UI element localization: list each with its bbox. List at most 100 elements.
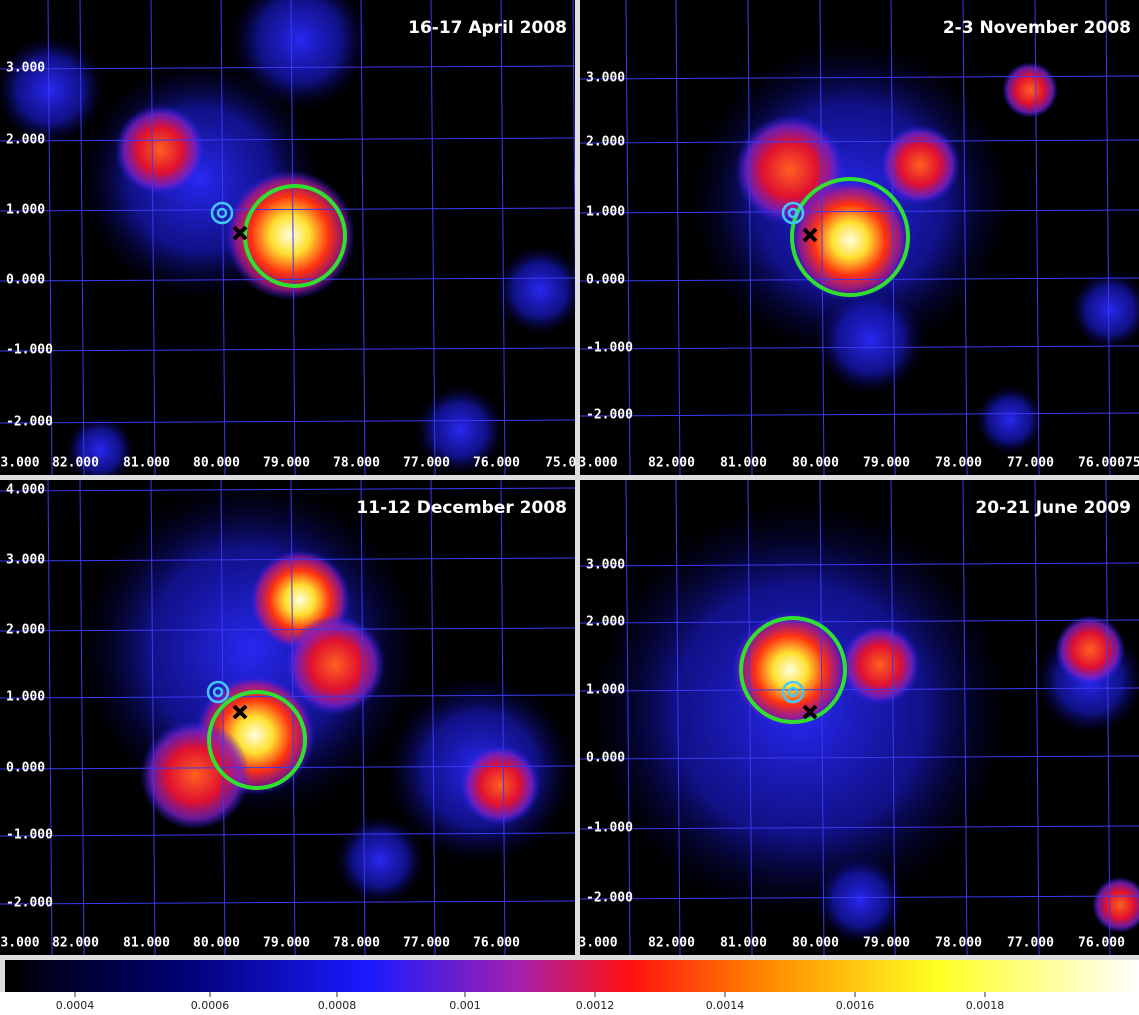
sky-map-panel: 11-12 December 2008 4.000 3.000 2.000 1.000 0… [0, 480, 575, 955]
grid-line [675, 0, 681, 475]
y-tick-label: 1.000 [6, 690, 45, 705]
grid-line [0, 419, 575, 424]
x-tick-label: 75. [1125, 456, 1139, 471]
grid-line [580, 412, 1139, 417]
y-tick-label: 3.000 [6, 61, 45, 76]
y-tick-label: 2.000 [586, 135, 625, 150]
colorbar-axis [0, 992, 1139, 1015]
emission-region [815, 855, 905, 945]
y-tick-label: 1.000 [586, 683, 625, 698]
position-cross [802, 227, 818, 243]
sky-map-panel: 16-17 April 2008 3.000 2.000 1.000 0.000 -1.0… [0, 0, 575, 475]
grid-line [580, 825, 1139, 830]
panel-title: 16-17 April 2008 [408, 18, 567, 38]
grid-line [1105, 480, 1111, 955]
source-marker [781, 680, 805, 704]
grid-line [500, 0, 506, 475]
panel-title: 2-3 November 2008 [943, 18, 1131, 38]
y-tick-label: -2.000 [6, 896, 53, 911]
x-tick-label: 78.000 [935, 936, 982, 951]
emission-region [815, 285, 925, 395]
x-tick-label: 79.000 [263, 456, 310, 471]
grid-line [580, 345, 1139, 350]
grid-line [580, 619, 1139, 624]
emission-region [495, 245, 575, 335]
emission-region [230, 0, 370, 110]
x-tick-label: 80.000 [193, 456, 240, 471]
grid-line [0, 627, 575, 632]
colorbar-label: 0.0012 [576, 999, 615, 1012]
grid-line [500, 480, 506, 955]
grid-line [430, 0, 436, 475]
position-cross [802, 704, 818, 720]
grid-line [0, 65, 575, 70]
grid-line [47, 0, 53, 475]
emission-region [732, 612, 848, 728]
y-tick-label: 0.000 [586, 751, 625, 766]
emission-region [840, 625, 920, 705]
grid-line [47, 480, 53, 955]
x-tick-label: 82.000 [52, 456, 99, 471]
grid-line [0, 277, 575, 282]
y-tick-label: -1.000 [6, 828, 53, 843]
grid-line [819, 480, 825, 955]
x-tick-label: 78.000 [935, 456, 982, 471]
x-tick-label: 79.000 [263, 936, 310, 951]
sky-map-panel: 20-21 June 2009 3.000 2.000 1.000 0.000 -1.00… [578, 480, 1139, 955]
grid-line [962, 480, 968, 955]
grid-line [580, 209, 1139, 214]
source-marker [781, 201, 805, 225]
grid-line [79, 480, 85, 955]
error-circle [790, 177, 910, 297]
grid-line [675, 480, 681, 955]
x-tick-label: 82.000 [648, 456, 695, 471]
emission-region [460, 745, 540, 825]
grid-line [580, 139, 1139, 144]
sky-map-panel: 2-3 November 2008 3.000 2.000 1.000 0.000 -1.… [578, 0, 1139, 475]
grid-line [0, 557, 575, 562]
y-tick-label: -1.000 [586, 821, 633, 836]
x-tick-label: 79.000 [863, 936, 910, 951]
grid-line [220, 0, 226, 475]
colorbar [5, 960, 1139, 992]
panel-title: 11-12 December 2008 [356, 498, 567, 518]
grid-line [1034, 0, 1040, 475]
emission-region [0, 35, 105, 145]
y-tick-label: 3.000 [586, 71, 625, 86]
error-circle [739, 616, 847, 724]
y-tick-label: -1.000 [586, 341, 633, 356]
x-tick-label: 80.000 [193, 936, 240, 951]
x-tick-label: 3.000 [578, 456, 617, 471]
y-tick-label: 3.000 [6, 553, 45, 568]
y-tick-label: 0.000 [6, 761, 45, 776]
grid-line [819, 0, 825, 475]
colorbar-label: 0.0004 [56, 999, 95, 1012]
grid-line [150, 0, 156, 475]
x-tick-label: 81.000 [720, 456, 767, 471]
y-tick-label: 1.000 [586, 205, 625, 220]
y-tick-label: 0.000 [586, 273, 625, 288]
grid-line [0, 694, 575, 699]
grid-line [360, 0, 366, 475]
y-tick-label: 4.000 [6, 483, 45, 498]
x-tick-label: 76.000 [473, 936, 520, 951]
x-tick-label: 3.000 [578, 936, 617, 951]
grid-line [580, 75, 1139, 80]
x-tick-label: 76.000 [1078, 456, 1125, 471]
source-marker [206, 680, 230, 704]
emission-region [285, 615, 385, 715]
colorbar-label: 0.0016 [836, 999, 875, 1012]
grid-line [890, 0, 896, 475]
grid-line [290, 0, 296, 475]
y-tick-label: 2.000 [586, 615, 625, 630]
y-tick-label: 2.000 [6, 623, 45, 638]
grid-line [0, 347, 575, 352]
emission-region [1055, 615, 1125, 685]
grid-line [580, 755, 1139, 760]
emission-region [1092, 877, 1139, 933]
emission-region [140, 720, 250, 830]
x-tick-label: 78.000 [333, 936, 380, 951]
x-tick-label: 3.000 [0, 936, 39, 951]
emission-region [115, 105, 205, 195]
